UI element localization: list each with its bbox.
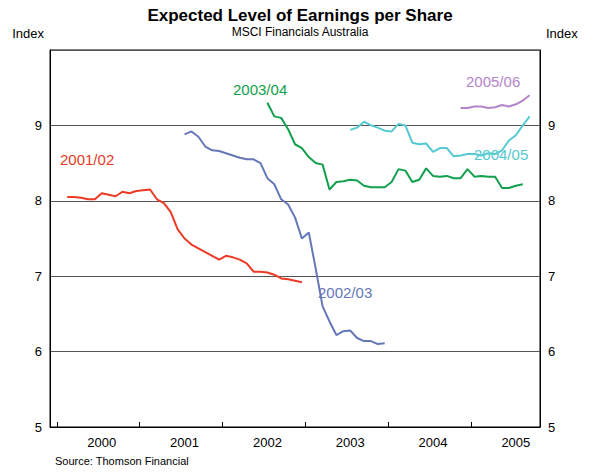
svg-text:7: 7 [548,269,555,284]
svg-text:7: 7 [35,269,42,284]
svg-text:2002/03: 2002/03 [318,284,372,301]
svg-text:6: 6 [35,344,42,359]
svg-text:2003/04: 2003/04 [233,81,287,98]
svg-text:Expected Level of Earnings per: Expected Level of Earnings per Share [147,6,452,25]
svg-text:5: 5 [35,420,42,435]
svg-text:Source: Thomson Financial: Source: Thomson Financial [55,455,189,467]
svg-text:Index: Index [546,26,578,41]
svg-text:2003: 2003 [336,435,365,450]
svg-text:8: 8 [35,193,42,208]
svg-text:2000: 2000 [87,435,116,450]
svg-text:2004/05: 2004/05 [474,146,528,163]
svg-text:2004: 2004 [419,435,448,450]
svg-text:2005: 2005 [501,435,530,450]
svg-text:9: 9 [35,118,42,133]
svg-text:MSCI Financials Australia: MSCI Financials Australia [232,25,369,39]
svg-text:2005/06: 2005/06 [466,73,520,90]
svg-text:8: 8 [548,193,555,208]
svg-text:2001/02: 2001/02 [60,151,114,168]
svg-text:Index: Index [12,26,44,41]
svg-text:9: 9 [548,118,555,133]
svg-text:6: 6 [548,344,555,359]
svg-text:5: 5 [548,420,555,435]
svg-text:2001: 2001 [170,435,199,450]
svg-text:2002: 2002 [253,435,282,450]
